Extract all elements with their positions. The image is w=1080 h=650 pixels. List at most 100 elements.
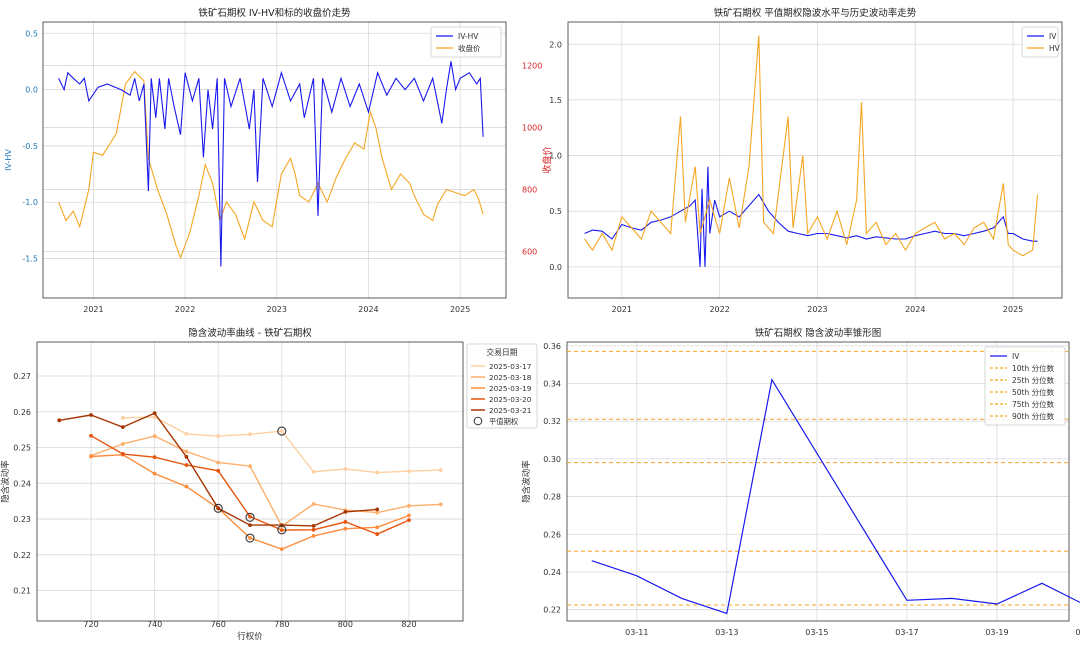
y-tick-label: 0.22 — [543, 606, 561, 615]
data-point — [216, 506, 221, 511]
iv-smile-chart-title: 隐含波动率曲线 - 铁矿石期权 — [188, 327, 312, 339]
x-tick-label: 2024 — [358, 305, 378, 314]
y-tick-label: 1.5 — [549, 96, 562, 105]
x-axis-label: 行权价 — [237, 631, 263, 642]
y-tick-label: 0.0 — [549, 263, 562, 272]
data-point — [152, 471, 157, 476]
x-tick-label: 760 — [211, 620, 226, 629]
y2-tick-label: 800 — [522, 185, 537, 194]
data-point — [216, 460, 221, 465]
panel-iv-hv-level: 铁矿石期权 平值期权隐波水平与历史波动率走势 2021 2022 2023 2024 20… — [549, 7, 1063, 314]
legend-entry: 2025-03-17 — [489, 362, 532, 371]
data-point — [216, 434, 221, 438]
y2-tick-label: 1200 — [522, 61, 542, 70]
data-point — [343, 510, 348, 514]
series-line-close-price — [58, 70, 484, 260]
data-point — [184, 449, 189, 454]
legend-box — [466, 343, 538, 429]
atm-marker — [277, 426, 287, 436]
y-tick-label: 2.0 — [549, 40, 562, 49]
x-tick-label: 03-19 — [985, 628, 1008, 637]
data-point — [311, 533, 316, 538]
data-point — [184, 454, 189, 459]
data-point — [248, 536, 252, 540]
atm-marker — [245, 533, 255, 543]
series-line-iv-hv — [58, 61, 484, 267]
iv-hv-legend-box — [430, 26, 502, 58]
x-tick-label: 740 — [147, 620, 162, 629]
data-point — [216, 468, 221, 473]
y-tick-label: 0.24 — [543, 568, 561, 577]
y-axis-label: 隐含波动率 — [0, 460, 11, 503]
x-tick-label: 03-13 — [715, 628, 738, 637]
y-tick-label: -0.5 — [22, 142, 38, 151]
data-point — [120, 415, 125, 420]
data-point — [279, 547, 284, 552]
data-point — [152, 455, 157, 460]
series-line-iv — [584, 166, 1038, 267]
x-tick-label: 720 — [83, 620, 98, 629]
y-tick-label: 0.26 — [13, 408, 31, 417]
iv-cone-chart-frame — [566, 341, 1070, 622]
data-point — [120, 452, 125, 456]
y2-tick-label: 1000 — [522, 123, 542, 132]
atm-iv-legend-entry: HV — [1049, 44, 1061, 53]
data-point — [279, 528, 284, 533]
data-point — [248, 523, 252, 528]
iv-hv-legend-entry: 收盘价 — [458, 43, 481, 53]
atm-marker — [245, 512, 255, 522]
iv-cone-legend-entry: 10th 分位数 — [1012, 363, 1055, 373]
y-tick-label: 0.28 — [543, 493, 561, 502]
x-tick-label: 2025 — [1003, 305, 1023, 314]
data-point — [184, 484, 189, 489]
x-tick-label: 03-17 — [895, 628, 918, 637]
iv-smile-legend: 交易日期 2025-03-17 2025-03-18 2025-03-19 2025-0… — [466, 343, 538, 429]
panel-iv-hv: 铁矿石期权 IV-HV和标的收盘价走势 2021 2022 2023 2024 2025 0… — [4, 7, 553, 314]
iv-cone-legend-entry: 75th 分位数 — [1012, 399, 1055, 409]
x-tick-label: 03-11 — [625, 628, 648, 637]
data-point — [407, 469, 411, 474]
atm-marker — [213, 503, 223, 513]
data-point — [407, 513, 411, 518]
data-point — [120, 442, 125, 446]
data-point — [311, 502, 316, 506]
iv-cone-legend-entry: 25th 分位数 — [1012, 375, 1055, 385]
series-line-2025-03-18 — [90, 435, 441, 528]
y-tick-label: 0.27 — [13, 372, 31, 381]
data-point — [184, 432, 189, 436]
data-point — [311, 523, 316, 528]
x-tick-label: 800 — [338, 620, 353, 629]
y2-tick-label: 600 — [522, 247, 537, 256]
iv-cone-chart-title: 铁矿石期权 隐含波动率锥形图 — [755, 327, 882, 339]
data-point — [57, 418, 62, 423]
data-point — [375, 510, 380, 515]
y-axis-label: IV-HV — [4, 149, 13, 171]
data-point — [343, 520, 348, 524]
iv-smile-chart-frame — [36, 341, 464, 622]
iv-cone-legend-box — [984, 346, 1066, 426]
atm-iv-legend-box — [1021, 26, 1059, 58]
iv-hv-chart-title: 铁矿石期权 IV-HV和标的收盘价走势 — [198, 7, 351, 19]
data-point — [407, 518, 411, 523]
data-point — [89, 454, 93, 459]
iv-hv-chart-frame — [42, 21, 507, 299]
data-point — [375, 525, 380, 530]
y-tick-label: 0.25 — [13, 444, 31, 453]
x-tick-label: 2022 — [709, 305, 729, 314]
data-point — [311, 469, 316, 474]
y-axis-label: 隐含波动率 — [521, 460, 532, 503]
iv-cone-legend-entry: IV — [1012, 352, 1020, 361]
y-tick-label: -1.0 — [22, 198, 38, 207]
atm-marker — [277, 525, 287, 535]
data-point — [120, 425, 125, 430]
legend-entry: 2025-03-18 — [489, 373, 532, 382]
x-tick-label: 2025 — [450, 305, 470, 314]
data-point — [311, 527, 316, 532]
atm-iv-chart-title: 铁矿石期权 平值期权隐波水平与历史波动率走势 — [714, 7, 917, 19]
y-tick-label: 1.0 — [549, 152, 562, 161]
y-tick-label: 0.32 — [543, 417, 561, 426]
x-tick-label: 2021 — [83, 305, 103, 314]
legend-entry: 平值期权 — [489, 417, 519, 426]
y-tick-label: 0.36 — [543, 342, 561, 351]
